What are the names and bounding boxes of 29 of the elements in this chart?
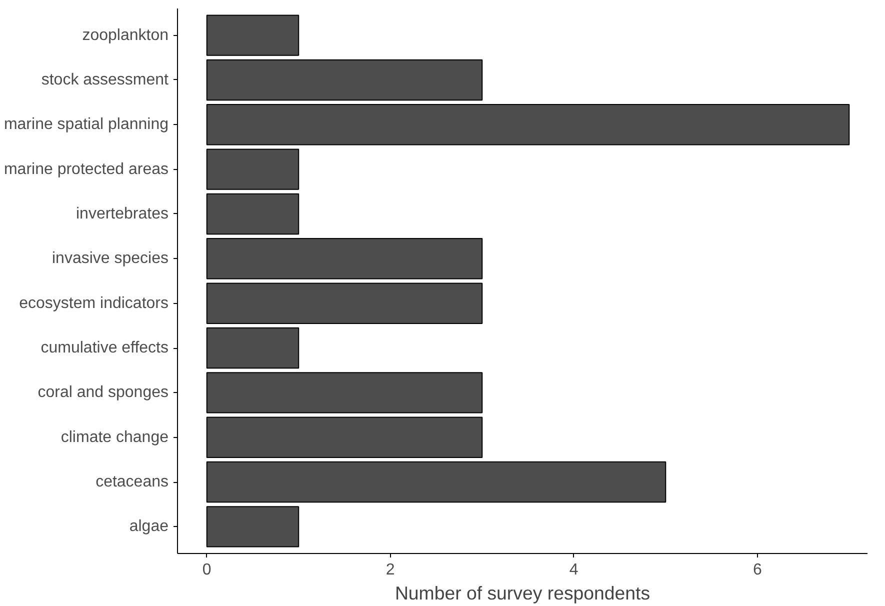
x-tick-label: 4 (569, 562, 578, 578)
bar (206, 148, 300, 190)
y-tick-label: marine protected areas (4, 160, 168, 178)
bar (206, 193, 300, 235)
y-tick-label: invertebrates (76, 205, 169, 222)
bar (206, 238, 483, 280)
bar (206, 327, 300, 369)
y-tick-label: cumulative effects (40, 340, 168, 357)
y-tick-label: zooplankton (82, 26, 169, 44)
x-tick-label: 6 (752, 562, 762, 578)
bar (206, 59, 483, 101)
y-tick-label: invasive species (52, 250, 168, 268)
y-tick-label: climate change (60, 428, 169, 446)
bar (206, 282, 483, 324)
y-tick-label: cetaceans (96, 474, 168, 491)
y-tick-label: ecosystem indicators (19, 294, 168, 312)
bar (206, 416, 483, 458)
y-tick-label: coral and sponges (38, 384, 169, 402)
bar (206, 104, 850, 146)
x-tick-label: 0 (202, 562, 212, 578)
x-tick-label: 2 (386, 562, 395, 578)
y-tick-label: algae (129, 518, 169, 536)
bar (206, 372, 483, 414)
bar (206, 461, 666, 503)
y-tick-label: stock assessment (41, 71, 170, 88)
x-axis-title: Number of survey respondents (394, 582, 650, 604)
bar (206, 506, 300, 548)
y-tick-label: marine spatial planning (4, 116, 168, 134)
bar (206, 14, 300, 56)
